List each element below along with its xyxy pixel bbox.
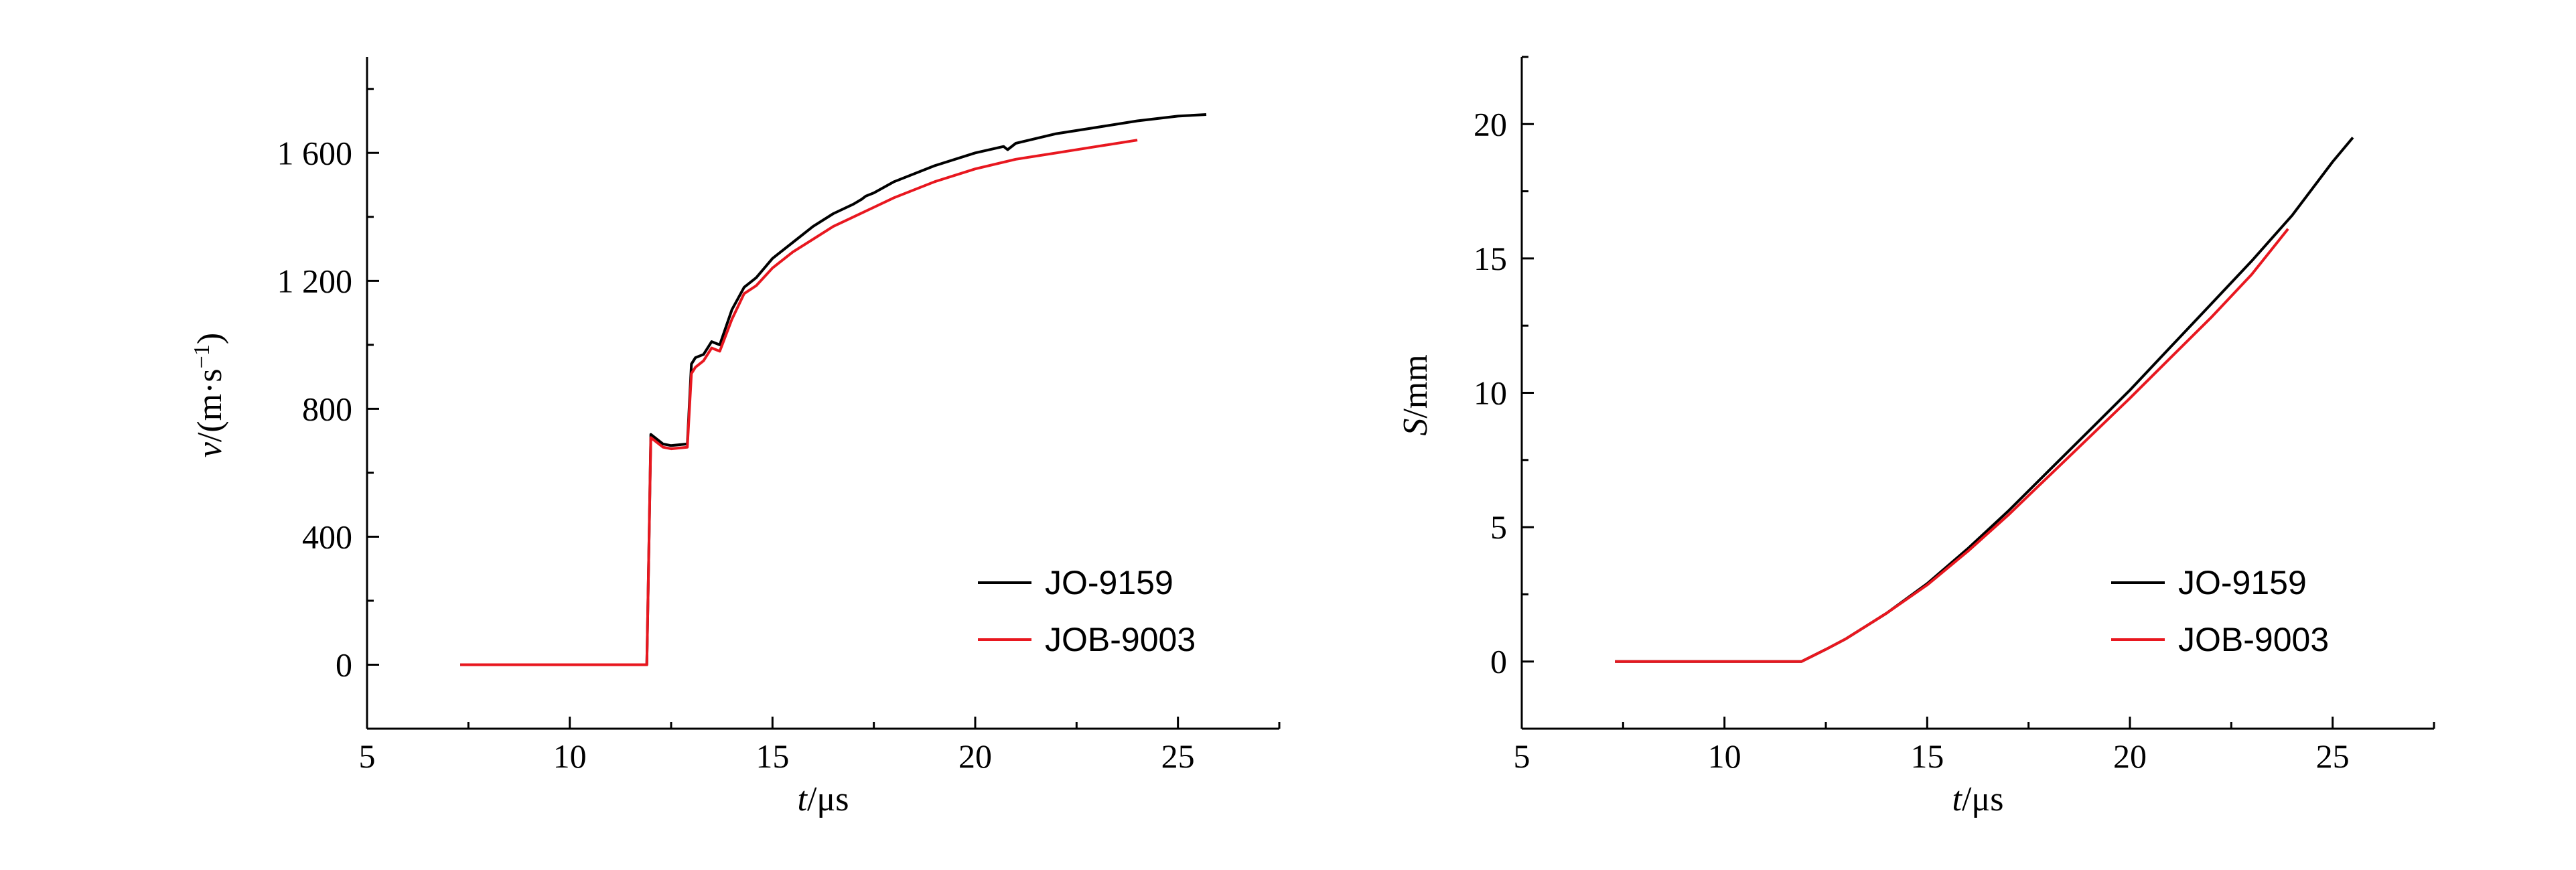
chart-1-x-axis-label-var: t — [797, 780, 808, 818]
chart-2-legend: JO-9159 JOB-9003 — [2111, 564, 2329, 658]
chart-2-series-job-9003-line — [1615, 228, 2289, 663]
chart-1-legend: JO-9159 JOB-9003 — [978, 564, 1196, 658]
chart-1-y-axis-label: v/(m·s−1) — [190, 333, 229, 457]
chart-1-x-tick-label: 15 — [756, 737, 789, 775]
chart-1-y-tick-label: 1 600 — [277, 134, 353, 171]
chart-2-x-tick-label: 15 — [1910, 737, 1944, 775]
chart-1-x-tick-label: 25 — [1161, 737, 1195, 775]
chart-1-y-axis-label-sup: −1 — [190, 344, 214, 368]
chart-2-x-axis-label-var: t — [1952, 780, 1962, 818]
chart-1-y-tick-label: 1 200 — [277, 262, 353, 299]
chart-2: 5 10 15 20 25 0 5 10 15 20 t/μs S/mm JO-9159 JOB-9003 — [1397, 56, 2435, 818]
chart-2-legend-label: JOB-9003 — [2178, 621, 2329, 658]
chart-2-x-tick-label: 25 — [2316, 737, 2350, 775]
chart-1-y-tick-label: 400 — [302, 518, 352, 555]
chart-1-y-tick-label: 0 — [336, 646, 352, 683]
chart-2-y-tick-label: 5 — [1490, 508, 1507, 546]
chart-2-legend-label: JO-9159 — [2178, 564, 2307, 601]
chart-2-y-axis-label-unit: /mm — [1397, 354, 1435, 418]
chart-2-x-axis-label-unit: /μs — [1962, 780, 2004, 818]
chart-2-x-tick-label: 5 — [1514, 737, 1530, 775]
chart-2-x-axis-label: t/μs — [1952, 780, 2003, 818]
chart-2-y-tick-label: 20 — [1474, 105, 1507, 143]
chart-1-series-job-9003-line — [460, 139, 1138, 666]
chart-1-x-axis-label-unit: /μs — [807, 780, 849, 818]
chart-1-legend-label: JOB-9003 — [1045, 621, 1196, 658]
chart-1-y-axis-label-close: ) — [191, 333, 229, 344]
chart-2-y-axis-label-var: S — [1397, 419, 1435, 436]
chart-1-legend-label: JO-9159 — [1045, 564, 1173, 601]
chart-2-y-tick-label: 15 — [1474, 240, 1507, 277]
chart-1-x-axis-label: t/μs — [797, 780, 849, 818]
chart-1-x-tick-label: 10 — [553, 737, 587, 775]
chart-2-y-tick-label: 0 — [1490, 643, 1507, 680]
chart-1-y-axis-label-unit: /(m·s — [191, 368, 229, 442]
chart-1-x-tick-label: 5 — [359, 737, 376, 775]
chart-2-x-tick-label: 10 — [1708, 737, 1741, 775]
chart-1-series-jo-9159-line — [460, 113, 1207, 666]
chart-2-x-tick-label: 20 — [2113, 737, 2147, 775]
chart-1-y-tick-label: 800 — [302, 390, 352, 427]
chart-1: 5 10 15 20 25 0 400 800 1 200 1 600 t/μs v/(m·s−1) J… — [190, 57, 1281, 818]
chart-2-y-axis-label: S/mm — [1397, 354, 1435, 435]
chart-1-x-tick-label: 20 — [958, 737, 992, 775]
chart-2-y-tick-label: 10 — [1474, 374, 1507, 412]
chart-1-y-axis-label-var: v — [191, 441, 229, 457]
